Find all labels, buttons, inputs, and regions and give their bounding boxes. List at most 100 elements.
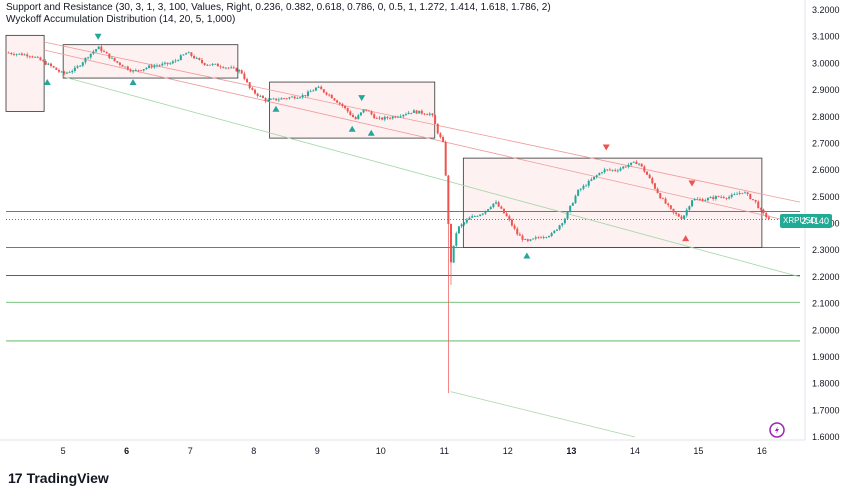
candle-body	[42, 60, 45, 62]
candle-body	[359, 112, 362, 116]
candle-body	[473, 216, 476, 217]
candle-body	[155, 65, 158, 67]
candle-body	[508, 216, 511, 220]
candle-body	[481, 213, 484, 215]
candle-body	[616, 170, 619, 172]
candles	[7, 45, 770, 393]
x-tick-label: 5	[61, 446, 66, 456]
candle-body	[688, 206, 691, 210]
candle-body	[452, 245, 455, 263]
candle-body	[680, 216, 683, 219]
candle-body	[269, 98, 272, 100]
range-box-1	[62, 44, 239, 79]
marker-up-3	[272, 105, 280, 112]
range-box-2	[269, 81, 436, 139]
candle-body	[600, 172, 603, 174]
x-tick-label: 9	[315, 446, 320, 456]
candle-body	[648, 174, 651, 179]
x-tick-label: 15	[693, 446, 703, 456]
indicator-support-resistance[interactable]: Support and Resistance (30, 3, 1, 3, 100…	[6, 2, 551, 13]
candle-body	[632, 161, 635, 163]
candle-body	[407, 112, 410, 115]
candle-body	[492, 203, 495, 208]
candle-body	[84, 57, 87, 63]
candle-body	[412, 110, 415, 113]
marker-up-2	[129, 79, 137, 86]
wyckoff-markers	[43, 33, 696, 259]
candle-body	[701, 199, 704, 201]
candle-body	[733, 194, 736, 195]
candle-body	[712, 197, 715, 199]
candle-body	[177, 60, 180, 61]
candle-body	[7, 52, 10, 54]
trend-lines	[44, 41, 801, 438]
tradingview-logo[interactable]: 17 TradingView	[8, 470, 109, 486]
candle-body	[389, 118, 392, 119]
candle-body	[12, 54, 15, 55]
candle-body	[20, 53, 23, 56]
y-tick-label: 3.0000	[812, 58, 840, 68]
candle-body	[677, 214, 680, 217]
candle-body	[548, 236, 551, 238]
candle-body	[336, 100, 339, 103]
candle-body	[349, 111, 352, 115]
y-tick-label: 2.7000	[812, 138, 840, 148]
candle-body	[619, 168, 622, 171]
marker-down-1	[94, 33, 102, 40]
range-box-3	[462, 157, 763, 248]
candle-body	[79, 65, 82, 67]
candle-body	[661, 198, 664, 200]
candle-body	[306, 91, 309, 96]
candle-body	[105, 51, 108, 54]
candle-body	[31, 56, 34, 58]
candle-body	[137, 69, 140, 71]
candle-body	[426, 114, 429, 116]
candle-body	[434, 115, 437, 124]
candle-body	[124, 66, 127, 68]
candle-body	[185, 53, 188, 55]
candle-body	[545, 237, 548, 238]
candle-body	[87, 57, 90, 59]
candle-body	[651, 178, 654, 184]
candle-body	[118, 62, 121, 65]
candle-body	[100, 46, 103, 52]
candle-body	[643, 166, 646, 172]
candle-body	[571, 203, 574, 206]
trend-line-0	[44, 41, 801, 203]
candle-body	[190, 52, 193, 57]
candle-body	[420, 110, 423, 114]
candle-body	[640, 163, 643, 167]
candle-body	[489, 207, 492, 210]
candle-body	[198, 57, 201, 60]
candle-body	[614, 169, 617, 171]
candle-body	[259, 95, 262, 97]
candle-body	[444, 142, 447, 176]
candle-body	[132, 70, 135, 72]
candle-body	[765, 212, 768, 218]
candle-body	[622, 166, 625, 169]
indicator-wyckoff[interactable]: Wyckoff Accumulation Distribution (14, 2…	[6, 14, 236, 25]
candle-body	[696, 198, 699, 200]
candle-body	[487, 209, 490, 211]
candle-body	[275, 98, 278, 101]
lightning-circle-icon[interactable]	[769, 422, 785, 438]
candle-body	[26, 54, 29, 57]
candle-body	[537, 237, 540, 239]
y-tick-label: 2.1000	[812, 299, 840, 309]
marker-down-9	[688, 180, 696, 187]
x-tick-label: 12	[503, 446, 513, 456]
candle-body	[248, 82, 251, 89]
candle-body	[351, 114, 354, 118]
candle-body	[471, 216, 474, 218]
candle-body	[195, 57, 198, 59]
candle-body	[611, 169, 614, 171]
candle-body	[603, 169, 606, 173]
candle-body	[253, 89, 256, 94]
candle-body	[153, 65, 156, 68]
candle-body	[518, 234, 521, 236]
candle-body	[598, 173, 601, 176]
candle-body	[235, 67, 238, 72]
candle-body	[89, 53, 92, 58]
candle-body	[140, 70, 143, 72]
